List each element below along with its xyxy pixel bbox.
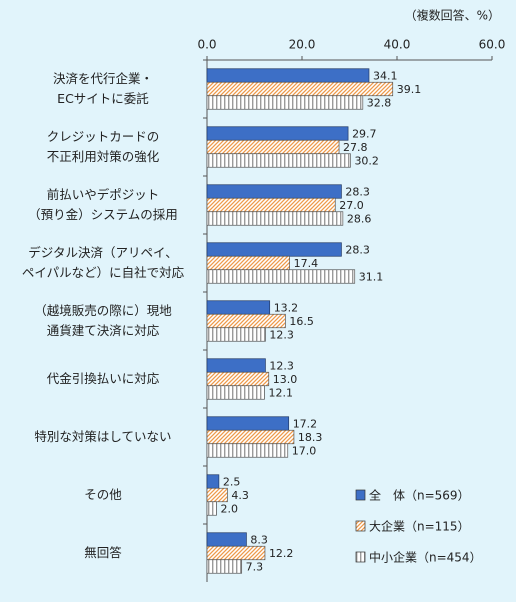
value-label: 30.2: [354, 155, 379, 168]
bar: [206, 474, 220, 489]
bar: [206, 501, 217, 516]
bar: [206, 300, 271, 315]
bar: [206, 153, 351, 168]
y-tick-label: 代金引換払いに対応: [46, 371, 160, 386]
bar: [206, 68, 370, 83]
bar: [206, 81, 394, 97]
y-tick-label: 決済を代行企業・ ECサイトに委託: [52, 71, 153, 106]
bar: [206, 139, 340, 155]
value-label: 28.6: [347, 213, 372, 226]
value-label: 18.3: [298, 431, 323, 444]
y-tick-label: デジタル決済（アリペイ、 ペイパルなど）に自社で対応: [21, 245, 185, 280]
value-label: 2.5: [223, 476, 241, 489]
bar: [206, 371, 270, 387]
bar: [206, 429, 295, 445]
subtitle: （複数回答、%）: [405, 8, 500, 23]
bar: [206, 358, 266, 373]
value-label: 17.0: [292, 445, 317, 458]
bar: [206, 95, 364, 110]
value-label: 27.0: [339, 199, 364, 212]
bar: [206, 197, 336, 213]
value-label: 17.4: [294, 257, 319, 270]
bar: [206, 255, 291, 271]
y-tick-label: 無回答: [84, 545, 122, 560]
value-label: 16.5: [289, 315, 314, 328]
bar: [206, 269, 356, 284]
legend-label: 中小企業（n=454）: [369, 550, 482, 565]
value-label: 4.3: [231, 489, 249, 502]
x-tick-label: 40.0: [384, 38, 411, 52]
value-label: 27.8: [343, 141, 368, 154]
bar: [206, 532, 247, 547]
bar: [206, 545, 266, 561]
bar: [206, 211, 344, 226]
value-label: 7.3: [246, 561, 263, 574]
value-label: 32.8: [367, 97, 392, 110]
value-label: 28.3: [345, 186, 370, 199]
bar: [206, 313, 286, 329]
x-tick-label: 20.0: [289, 38, 316, 52]
legend-label: 全 体（n=569）: [369, 488, 470, 503]
value-label: 12.2: [269, 547, 294, 560]
value-label: 13.0: [273, 373, 298, 386]
y-tick-label: その他: [84, 487, 122, 502]
value-label: 13.2: [274, 302, 299, 315]
value-label: 28.3: [345, 244, 370, 257]
value-label: 8.3: [250, 534, 267, 547]
value-label: 34.1: [373, 70, 398, 83]
bar: [206, 416, 290, 431]
bar: [206, 559, 243, 574]
value-label: 31.1: [359, 271, 384, 284]
x-tick-label: 0.0: [197, 38, 216, 52]
bar: [206, 126, 349, 141]
legend-swatch: [355, 520, 366, 532]
value-label: 29.7: [352, 128, 377, 141]
value-label: 39.1: [397, 83, 422, 96]
y-tick-label: （越境販売の際に）現地 通貨建て決済に対応: [34, 303, 172, 338]
value-label: 12.3: [269, 329, 294, 342]
legend-label: 大企業（n=115）: [369, 519, 470, 534]
bar: [206, 242, 342, 257]
value-label: 12.3: [269, 360, 294, 373]
legend-swatch: [355, 489, 366, 501]
value-label: 17.2: [293, 418, 318, 431]
value-label: 2.0: [221, 503, 239, 516]
legend-swatch: [355, 551, 366, 563]
bar: [206, 487, 228, 503]
bar: [206, 327, 266, 342]
y-tick-label: 前払いやデポジット （預り金）システムの採用: [28, 187, 178, 222]
bar: [206, 443, 289, 458]
value-label: 12.1: [268, 387, 293, 400]
y-tick-label: 特別な対策はしていない: [34, 429, 172, 444]
x-tick-label: 60.0: [479, 38, 506, 52]
bar: [206, 184, 342, 199]
y-tick-label: クレジットカードの 不正利用対策の強化: [46, 129, 160, 164]
bar: [206, 385, 265, 400]
